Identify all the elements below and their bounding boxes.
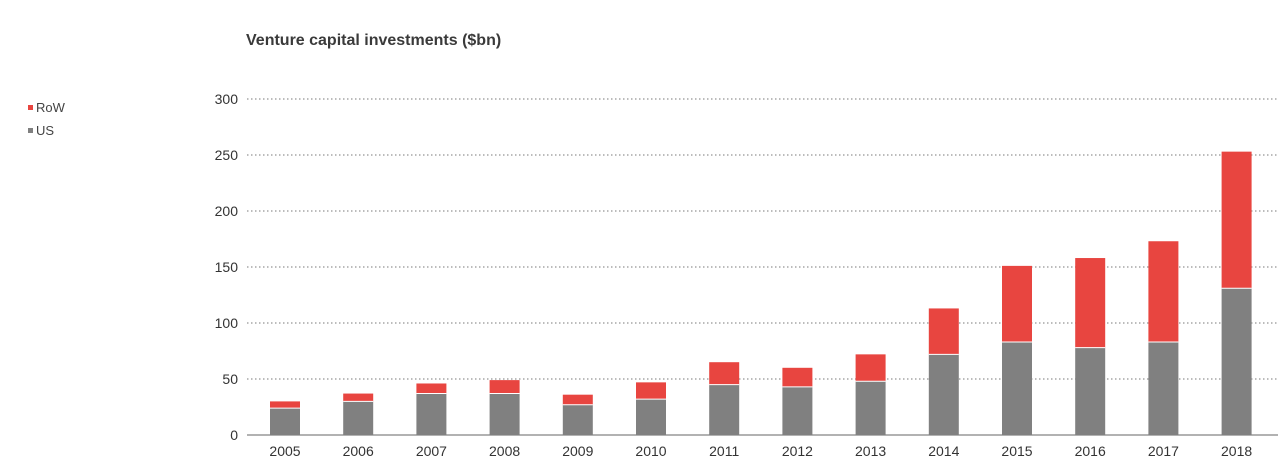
y-tick-label-100: 100 bbox=[215, 315, 239, 331]
bar-row-2015 bbox=[1002, 265, 1032, 343]
bar-row-2007 bbox=[416, 383, 447, 394]
y-tick-label-50: 50 bbox=[222, 371, 238, 387]
x-tick-label-2007: 2007 bbox=[416, 443, 447, 459]
x-tick-label-2017: 2017 bbox=[1148, 443, 1179, 459]
legend-label-row: RoW bbox=[36, 100, 65, 115]
y-tick-label-250: 250 bbox=[215, 147, 239, 163]
legend-label-us: US bbox=[36, 123, 55, 138]
bar-us-2011 bbox=[709, 384, 740, 435]
y-tick-label-150: 150 bbox=[215, 259, 239, 275]
y-tick-label-0: 0 bbox=[230, 427, 238, 443]
x-tick-label-2006: 2006 bbox=[343, 443, 374, 459]
bar-us-2018 bbox=[1221, 288, 1252, 435]
bar-row-2017 bbox=[1148, 241, 1179, 343]
bar-row-2008 bbox=[489, 380, 520, 394]
bar-us-2005 bbox=[270, 408, 300, 435]
bar-us-2015 bbox=[1002, 342, 1032, 435]
bar-us-2007 bbox=[416, 393, 447, 435]
legend-swatch-us bbox=[28, 128, 33, 133]
x-tick-label-2018: 2018 bbox=[1221, 443, 1252, 459]
y-tick-label-300: 300 bbox=[215, 91, 239, 107]
bar-us-2013 bbox=[855, 381, 886, 435]
bar-row-2014 bbox=[928, 308, 959, 355]
x-tick-label-2013: 2013 bbox=[855, 443, 886, 459]
bar-us-2012 bbox=[782, 386, 813, 435]
bar-row-2009 bbox=[562, 394, 593, 405]
bar-us-2010 bbox=[636, 399, 666, 435]
bar-row-2012 bbox=[782, 367, 813, 387]
legend-item-row: RoW bbox=[28, 96, 65, 119]
legend-swatch-row bbox=[28, 105, 33, 110]
chart-legend: RoW US bbox=[28, 96, 65, 142]
x-tick-label-2012: 2012 bbox=[782, 443, 813, 459]
y-tick-label-200: 200 bbox=[215, 203, 239, 219]
bar-row-2005 bbox=[270, 401, 300, 409]
x-tick-label-2005: 2005 bbox=[269, 443, 300, 459]
bar-us-2014 bbox=[928, 354, 959, 435]
bar-row-2010 bbox=[636, 382, 666, 400]
legend-item-us: US bbox=[28, 119, 65, 142]
x-tick-label-2016: 2016 bbox=[1075, 443, 1106, 459]
bar-us-2017 bbox=[1148, 342, 1179, 435]
x-tick-label-2011: 2011 bbox=[709, 443, 739, 459]
bar-us-2006 bbox=[343, 401, 374, 435]
bar-us-2016 bbox=[1075, 347, 1106, 435]
x-tick-label-2014: 2014 bbox=[928, 443, 959, 459]
bar-row-2016 bbox=[1075, 258, 1106, 348]
x-tick-label-2015: 2015 bbox=[1001, 443, 1032, 459]
x-tick-label-2010: 2010 bbox=[635, 443, 666, 459]
x-tick-label-2009: 2009 bbox=[562, 443, 593, 459]
bar-row-2011 bbox=[709, 362, 740, 385]
chart-title: Venture capital investments ($bn) bbox=[246, 32, 502, 49]
bar-row-2013 bbox=[855, 354, 886, 382]
bar-us-2009 bbox=[562, 404, 593, 435]
x-tick-label-2008: 2008 bbox=[489, 443, 520, 459]
bar-us-2008 bbox=[489, 393, 520, 435]
bar-row-2018 bbox=[1221, 151, 1252, 289]
bar-row-2006 bbox=[343, 393, 374, 402]
